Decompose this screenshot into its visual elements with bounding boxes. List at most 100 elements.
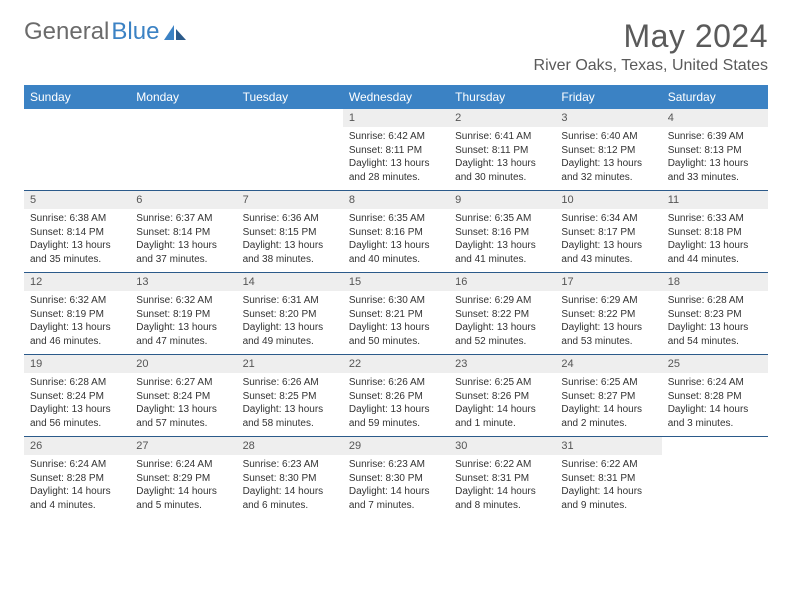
sunrise-line: Sunrise: 6:25 AM xyxy=(561,376,655,390)
sunset-line: Sunset: 8:24 PM xyxy=(30,390,124,404)
calendar-cell: 23 Sunrise: 6:25 AMSunset: 8:26 PMDayligh… xyxy=(449,355,555,437)
sunrise-line: Sunrise: 6:31 AM xyxy=(243,294,337,308)
calendar-cell: 4Sunrise: 6:39 AMSunset: 8:13 PMDaylight… xyxy=(662,109,768,191)
sunrise-line: Sunrise: 6:26 AM xyxy=(349,376,443,390)
sunset-line: Sunset: 8:13 PM xyxy=(668,144,762,158)
dayname-sun: Sunday xyxy=(24,85,130,109)
day-details: Sunrise: 6:29 AMSunset: 8:22 PMDaylight:… xyxy=(555,291,661,348)
day-details: Sunrise: 6:34 AMSunset: 8:17 PMDaylight:… xyxy=(555,209,661,266)
day-number: 20 xyxy=(130,355,236,373)
calendar-cell: 26Sunrise: 6:24 AMSunset: 8:28 PMDayligh… xyxy=(24,437,130,518)
calendar-cell-empty xyxy=(662,437,768,518)
dayname-fri: Friday xyxy=(555,85,661,109)
daylight-line: Daylight: 14 hours and 7 minutes. xyxy=(349,485,443,512)
calendar-cell: 2Sunrise: 6:41 AMSunset: 8:11 PMDaylight… xyxy=(449,109,555,191)
day-details: Sunrise: 6:23 AMSunset: 8:30 PMDaylight:… xyxy=(237,455,343,512)
day-number: 11 xyxy=(662,191,768,209)
dayname-sat: Saturday xyxy=(662,85,768,109)
calendar-cell: 18Sunrise: 6:28 AMSunset: 8:23 PMDayligh… xyxy=(662,273,768,355)
daylight-line: Daylight: 13 hours and 43 minutes. xyxy=(561,239,655,266)
day-details: Sunrise: 6:26 AMSunset: 8:26 PMDaylight:… xyxy=(343,373,449,430)
sunrise-line: Sunrise: 6:32 AM xyxy=(30,294,124,308)
sunset-line: Sunset: 8:15 PM xyxy=(243,226,337,240)
day-details: Sunrise: 6:32 AMSunset: 8:19 PMDaylight:… xyxy=(130,291,236,348)
calendar-cell: 29Sunrise: 6:23 AMSunset: 8:30 PMDayligh… xyxy=(343,437,449,518)
sunset-line: Sunset: 8:22 PM xyxy=(455,308,549,322)
day-number: 23 xyxy=(449,355,555,373)
sunset-line: Sunset: 8:11 PM xyxy=(349,144,443,158)
sunrise-line: Sunrise: 6:23 AM xyxy=(243,458,337,472)
daylight-line: Daylight: 13 hours and 35 minutes. xyxy=(30,239,124,266)
calendar-week: 5Sunrise: 6:38 AMSunset: 8:14 PMDaylight… xyxy=(24,191,768,273)
calendar-cell: 21Sunrise: 6:26 AMSunset: 8:25 PMDayligh… xyxy=(237,355,343,437)
daylight-line: Daylight: 13 hours and 46 minutes. xyxy=(30,321,124,348)
day-number: 6 xyxy=(130,191,236,209)
day-number: 8 xyxy=(343,191,449,209)
dayname-row: Sunday Monday Tuesday Wednesday Thursday… xyxy=(24,85,768,109)
sail-icon xyxy=(163,23,187,41)
day-details: Sunrise: 6:24 AMSunset: 8:28 PMDaylight:… xyxy=(662,373,768,430)
daylight-line: Daylight: 13 hours and 57 minutes. xyxy=(136,403,230,430)
day-details: Sunrise: 6:22 AMSunset: 8:31 PMDaylight:… xyxy=(449,455,555,512)
day-number: 13 xyxy=(130,273,236,291)
day-details: Sunrise: 6:32 AMSunset: 8:19 PMDaylight:… xyxy=(24,291,130,348)
day-details: Sunrise: 6:42 AMSunset: 8:11 PMDaylight:… xyxy=(343,127,449,184)
weeks-container: 1Sunrise: 6:42 AMSunset: 8:11 PMDaylight… xyxy=(24,109,768,518)
sunrise-line: Sunrise: 6:35 AM xyxy=(455,212,549,226)
sunset-line: Sunset: 8:26 PM xyxy=(455,390,549,404)
calendar-cell: 30Sunrise: 6:22 AMSunset: 8:31 PMDayligh… xyxy=(449,437,555,518)
location-subtitle: River Oaks, Texas, United States xyxy=(534,57,768,75)
dayname-tue: Tuesday xyxy=(237,85,343,109)
day-number: 28 xyxy=(237,437,343,455)
dayname-wed: Wednesday xyxy=(343,85,449,109)
day-details: Sunrise: 6:36 AMSunset: 8:15 PMDaylight:… xyxy=(237,209,343,266)
sunrise-line: Sunrise: 6:36 AM xyxy=(243,212,337,226)
day-details: Sunrise: 6:28 AMSunset: 8:23 PMDaylight:… xyxy=(662,291,768,348)
day-number: 25 xyxy=(662,355,768,373)
daylight-line: Daylight: 14 hours and 4 minutes. xyxy=(30,485,124,512)
calendar-cell-empty xyxy=(130,109,236,191)
sunrise-line: Sunrise: 6:27 AM xyxy=(136,376,230,390)
daylight-line: Daylight: 13 hours and 38 minutes. xyxy=(243,239,337,266)
daylight-line: Daylight: 13 hours and 33 minutes. xyxy=(668,157,762,184)
sunrise-line: Sunrise: 6:32 AM xyxy=(136,294,230,308)
calendar-week: 12Sunrise: 6:32 AMSunset: 8:19 PMDayligh… xyxy=(24,273,768,355)
day-details: Sunrise: 6:24 AMSunset: 8:29 PMDaylight:… xyxy=(130,455,236,512)
calendar-cell: 10Sunrise: 6:34 AMSunset: 8:17 PMDayligh… xyxy=(555,191,661,273)
day-number: 31 xyxy=(555,437,661,455)
sunset-line: Sunset: 8:12 PM xyxy=(561,144,655,158)
sunrise-line: Sunrise: 6:37 AM xyxy=(136,212,230,226)
daylight-line: Daylight: 14 hours and 9 minutes. xyxy=(561,485,655,512)
sunset-line: Sunset: 8:21 PM xyxy=(349,308,443,322)
calendar-grid: Sunday Monday Tuesday Wednesday Thursday… xyxy=(24,85,768,518)
day-number: 15 xyxy=(343,273,449,291)
day-details: Sunrise: 6:31 AMSunset: 8:20 PMDaylight:… xyxy=(237,291,343,348)
brand-logo: GeneralBlue xyxy=(24,18,187,46)
daylight-line: Daylight: 13 hours and 37 minutes. xyxy=(136,239,230,266)
day-number: 12 xyxy=(24,273,130,291)
calendar-cell: 14Sunrise: 6:31 AMSunset: 8:20 PMDayligh… xyxy=(237,273,343,355)
day-number: 17 xyxy=(555,273,661,291)
day-number: 4 xyxy=(662,109,768,127)
daylight-line: Daylight: 13 hours and 44 minutes. xyxy=(668,239,762,266)
daylight-line: Daylight: 13 hours and 28 minutes. xyxy=(349,157,443,184)
sunset-line: Sunset: 8:17 PM xyxy=(561,226,655,240)
day-details: Sunrise: 6:38 AMSunset: 8:14 PMDaylight:… xyxy=(24,209,130,266)
sunrise-line: Sunrise: 6:41 AM xyxy=(455,130,549,144)
brand-part1: General xyxy=(24,18,109,46)
day-number: 18 xyxy=(662,273,768,291)
sunrise-line: Sunrise: 6:35 AM xyxy=(349,212,443,226)
daylight-line: Daylight: 13 hours and 59 minutes. xyxy=(349,403,443,430)
sunrise-line: Sunrise: 6:26 AM xyxy=(243,376,337,390)
sunrise-line: Sunrise: 6:25 AM xyxy=(455,376,549,390)
day-details: Sunrise: 6:40 AMSunset: 8:12 PMDaylight:… xyxy=(555,127,661,184)
daylight-line: Daylight: 13 hours and 56 minutes. xyxy=(30,403,124,430)
day-number: 16 xyxy=(449,273,555,291)
daylight-line: Daylight: 13 hours and 52 minutes. xyxy=(455,321,549,348)
daylight-line: Daylight: 14 hours and 1 minute. xyxy=(455,403,549,430)
daylight-line: Daylight: 13 hours and 47 minutes. xyxy=(136,321,230,348)
calendar-cell: 17Sunrise: 6:29 AMSunset: 8:22 PMDayligh… xyxy=(555,273,661,355)
daylight-line: Daylight: 14 hours and 3 minutes. xyxy=(668,403,762,430)
calendar-cell: 3Sunrise: 6:40 AMSunset: 8:12 PMDaylight… xyxy=(555,109,661,191)
day-number: 10 xyxy=(555,191,661,209)
